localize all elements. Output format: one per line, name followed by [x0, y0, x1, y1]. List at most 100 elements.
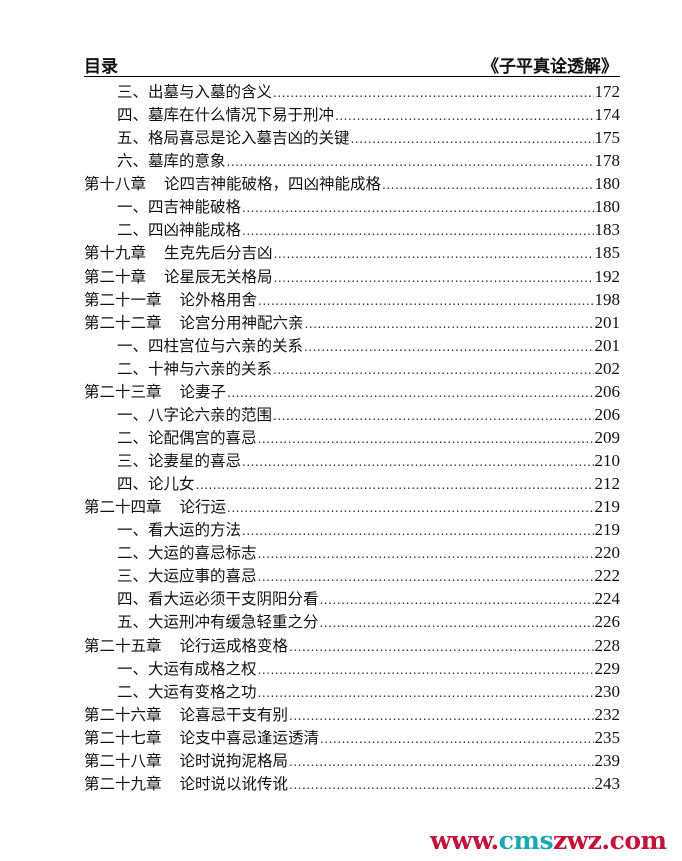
toc-section-entry[interactable]: 四、论儿女 212	[84, 472, 620, 495]
entry-title: 三、大运应事的喜忌	[117, 567, 257, 586]
dot-leader	[196, 478, 594, 492]
chapter-number: 第二十二章	[84, 313, 162, 332]
dot-leader	[320, 616, 594, 630]
entry-title: 生克先后分吉凶	[164, 244, 273, 263]
dot-leader	[289, 755, 593, 769]
entry-title: 论行运	[179, 498, 227, 517]
watermark-logo: www.cmszwz.com	[430, 826, 667, 855]
page-number: 183	[594, 220, 621, 240]
toc-section-entry[interactable]: 二、大运有变格之功 230	[84, 680, 620, 703]
chapter-number: 第二十一章	[84, 290, 162, 309]
page-number: 185	[594, 243, 621, 263]
toc-section-entry[interactable]: 二、大运的喜忌标志 220	[84, 541, 620, 564]
toc-section-entry[interactable]: 四、看大运必须干支阴阳分看 224	[84, 587, 620, 610]
entry-title: 一、大运有成格之权	[117, 659, 257, 678]
toc-section-entry[interactable]: 三、出墓与入墓的含义 172	[84, 80, 620, 103]
toc-section-entry[interactable]: 一、四柱宫位与六亲的关系 201	[84, 334, 620, 357]
entry-title: 二、十神与六亲的关系	[117, 359, 273, 378]
dot-leader	[304, 340, 593, 354]
toc-section-entry[interactable]: 六、墓库的意象 178	[84, 149, 620, 172]
page-number: 210	[594, 451, 621, 470]
dot-leader	[273, 363, 593, 377]
dot-leader	[258, 686, 594, 700]
dot-leader	[258, 294, 593, 308]
dot-leader	[320, 593, 594, 607]
entry-title: 二、四凶神能成格	[117, 221, 242, 240]
entry-title: 二、大运有变格之功	[117, 682, 257, 701]
page-number: 206	[594, 381, 621, 401]
toc-section-entry[interactable]: 二、十神与六亲的关系 202	[84, 357, 620, 380]
dot-leader	[258, 432, 594, 446]
table-of-contents: 三、出墓与入墓的含义172四、墓库在什么情况下易于刑冲174五、格局喜忌是论入墓…	[84, 80, 620, 795]
dot-leader	[274, 271, 594, 285]
page-number: 222	[594, 566, 621, 586]
dot-leader	[289, 640, 593, 654]
entry-title: 三、出墓与入墓的含义	[117, 83, 273, 101]
dot-leader	[351, 132, 594, 146]
dot-leader	[320, 732, 593, 746]
toc-section-entry[interactable]: 五、大运刑冲有缓急轻重之分 226	[84, 610, 620, 633]
page-number: 228	[594, 635, 621, 655]
dot-leader	[258, 547, 594, 561]
entry-title: 四、墓库在什么情况下易于刑冲	[117, 106, 335, 125]
entry-title: 论时说以讹传讹	[179, 774, 289, 793]
toc-section-entry[interactable]: 一、看大运的方法 219	[84, 518, 620, 541]
entry-title: 论支中喜忌逢运透清	[179, 728, 320, 747]
dot-leader	[258, 570, 594, 584]
page-number: 220	[594, 543, 621, 563]
toc-section-entry[interactable]: 一、八字论六亲的范围 206	[84, 403, 620, 426]
toc-section-entry[interactable]: 二、论配偶宫的喜忌 209	[84, 426, 620, 449]
page-number: 232	[594, 704, 621, 724]
entry-title: 二、大运的喜忌标志	[117, 544, 257, 563]
dot-leader	[227, 386, 593, 400]
page-number: 239	[594, 750, 621, 770]
page-number: 201	[594, 312, 621, 332]
toc-section-entry[interactable]: 三、论妻星的喜忌 210	[84, 449, 620, 472]
header-book-title: 《子平真诠透解》	[482, 57, 618, 77]
page-number: 243	[594, 773, 621, 793]
toc-section-entry[interactable]: 一、四吉神能破格 180	[84, 195, 620, 218]
page-number: 224	[594, 589, 621, 609]
page-number: 192	[594, 266, 621, 286]
toc-section-entry[interactable]: 三、大运应事的喜忌 222	[84, 564, 620, 587]
entry-title: 五、大运刑冲有缓急轻重之分	[117, 613, 319, 632]
entry-title: 论外格用舍	[179, 290, 258, 309]
entry-title: 论四吉神能破格，四凶神能成格	[164, 175, 382, 194]
toc-section-entry[interactable]: 一、大运有成格之权 229	[84, 657, 620, 680]
page-number: 175	[594, 128, 621, 148]
watermark-part: www.	[430, 826, 499, 855]
page-number: 198	[594, 289, 621, 309]
toc-section-entry[interactable]: 四、墓库在什么情况下易于刑冲 174	[84, 103, 620, 126]
page-number: 180	[594, 197, 621, 217]
page-number: 180	[594, 174, 621, 194]
dot-leader	[227, 501, 593, 515]
page-number: 202	[594, 358, 621, 378]
page-number: 201	[594, 335, 621, 355]
entry-title: 一、四柱宫位与六亲的关系	[117, 336, 304, 355]
dot-leader	[274, 247, 594, 261]
dot-leader	[305, 317, 594, 331]
entry-title: 三、论妻星的喜忌	[117, 452, 242, 470]
entry-title: 五、格局喜忌是论入墓吉凶的关键	[117, 129, 350, 148]
entry-title: 论喜忌干支有别	[179, 705, 289, 724]
page-number: 209	[594, 427, 621, 447]
watermark-part: zwz.com	[553, 826, 667, 855]
watermark-part: cms	[498, 826, 554, 855]
toc-section-entry[interactable]: 二、四凶神能成格 183	[84, 218, 620, 241]
entry-title: 二、论配偶宫的喜忌	[117, 428, 257, 447]
entry-title: 论星辰无关格局	[164, 267, 273, 286]
entry-title: 一、八字论六亲的范围	[117, 405, 273, 424]
toc-section-entry[interactable]: 五、格局喜忌是论入墓吉凶的关键 175	[84, 126, 620, 149]
